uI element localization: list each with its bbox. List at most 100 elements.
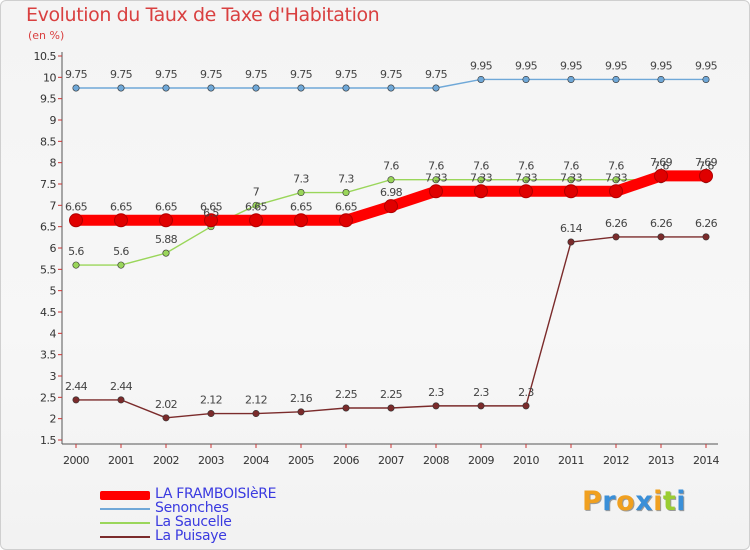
y-tick-label: 2 — [50, 413, 57, 426]
data-point-la-framboisi-re — [474, 184, 488, 199]
y-tick-label: 3 — [50, 370, 57, 383]
data-point-la-framboisi-re — [294, 213, 308, 228]
data-label-la-saucelle: 7.6 — [428, 160, 444, 173]
data-point-la-framboisi-re — [114, 213, 128, 228]
x-tick-label: 2002 — [153, 454, 179, 467]
data-label-la-framboisi-re: 7.33 — [560, 171, 583, 184]
data-label-senonches: 9.75 — [65, 68, 88, 81]
data-point-senonches — [162, 84, 170, 92]
y-tick-label: 6 — [50, 242, 57, 255]
data-label-la-puisaye: 6.26 — [605, 217, 628, 230]
x-tick-label: 2000 — [63, 454, 89, 467]
data-point-la-puisaye — [657, 233, 665, 241]
data-point-la-puisaye — [162, 414, 170, 422]
y-tick-label: 10.5 — [34, 50, 57, 63]
data-label-la-puisaye: 6.26 — [695, 217, 718, 230]
data-label-la-saucelle: 7.3 — [293, 173, 309, 186]
data-label-la-saucelle: 7.6 — [383, 160, 399, 173]
data-label-senonches: 9.75 — [290, 68, 313, 81]
data-point-la-framboisi-re — [429, 184, 443, 199]
legend-label: LA FRAMBOISIèRE — [155, 486, 277, 502]
data-point-la-saucelle — [522, 176, 530, 184]
y-tick-label: 1.5 — [40, 434, 56, 447]
data-label-la-saucelle: 7.6 — [698, 160, 714, 173]
y-tick-label: 2.5 — [40, 391, 56, 404]
y-tick-label: 4.5 — [40, 306, 56, 319]
legend-swatch — [100, 508, 150, 510]
data-point-la-saucelle — [432, 176, 440, 184]
data-point-la-framboisi-re — [159, 213, 173, 228]
data-point-la-puisaye — [207, 410, 215, 418]
data-label-la-framboisi-re: 6.65 — [65, 200, 88, 213]
data-label-senonches: 9.95 — [605, 59, 628, 72]
data-point-la-framboisi-re — [384, 199, 398, 214]
data-label-senonches: 9.95 — [560, 59, 583, 72]
legend-swatch — [100, 536, 150, 538]
legend-swatch — [100, 522, 150, 524]
data-point-la-saucelle — [387, 176, 395, 184]
x-tick-label: 2011 — [558, 454, 584, 467]
data-label-la-saucelle: 5.6 — [113, 245, 129, 258]
data-point-senonches — [477, 75, 485, 83]
x-tick-label: 2004 — [243, 454, 269, 467]
y-tick-label: 4 — [50, 327, 57, 340]
data-point-la-framboisi-re — [249, 213, 263, 228]
data-label-la-puisaye: 2.3 — [428, 386, 444, 399]
data-label-la-puisaye: 6.14 — [560, 222, 583, 235]
data-point-la-saucelle — [612, 176, 620, 184]
data-label-la-puisaye: 2.25 — [380, 388, 403, 401]
data-label-senonches: 9.95 — [515, 59, 538, 72]
x-tick-label: 2006 — [333, 454, 359, 467]
data-point-la-puisaye — [612, 233, 620, 241]
legend-label: La Saucelle — [155, 514, 232, 530]
data-label-la-framboisi-re: 6.65 — [335, 200, 358, 213]
data-label-senonches: 9.75 — [245, 68, 268, 81]
data-point-la-framboisi-re — [519, 184, 533, 199]
data-label-la-puisaye: 2.12 — [200, 394, 222, 407]
data-point-senonches — [297, 84, 305, 92]
data-point-la-puisaye — [117, 396, 125, 404]
data-point-la-framboisi-re — [654, 168, 668, 183]
data-point-la-saucelle — [117, 261, 125, 269]
x-tick-label: 2001 — [108, 454, 134, 467]
y-tick-label: 9 — [50, 114, 57, 127]
data-label-la-saucelle: 5.88 — [155, 233, 178, 246]
data-label-la-saucelle: 7 — [253, 185, 260, 198]
legend-label: La Puisaye — [155, 528, 227, 544]
data-point-la-puisaye — [387, 404, 395, 412]
data-label-la-framboisi-re: 6.65 — [290, 200, 313, 213]
data-point-la-puisaye — [477, 402, 485, 410]
data-label-senonches: 9.75 — [200, 68, 223, 81]
data-label-la-framboisi-re: 7.33 — [470, 171, 493, 184]
data-label-senonches: 9.95 — [470, 59, 493, 72]
data-point-senonches — [522, 75, 530, 83]
y-tick-label: 6.5 — [40, 221, 56, 234]
data-label-la-framboisi-re: 6.65 — [200, 200, 223, 213]
x-tick-label: 2012 — [603, 454, 629, 467]
y-tick-label: 5.5 — [40, 263, 56, 276]
data-point-senonches — [657, 75, 665, 83]
proxiti-logo: Proxiti — [582, 486, 687, 517]
y-tick-label: 10 — [43, 71, 56, 84]
x-tick-label: 2009 — [468, 454, 494, 467]
data-point-senonches — [432, 84, 440, 92]
data-point-senonches — [342, 84, 350, 92]
data-point-la-puisaye — [297, 408, 305, 416]
x-tick-label: 2008 — [423, 454, 449, 467]
data-label-la-puisaye: 2.12 — [245, 394, 267, 407]
data-point-la-saucelle — [162, 249, 170, 257]
y-tick-label: 5 — [50, 285, 57, 298]
data-label-la-saucelle: 7.3 — [338, 173, 354, 186]
data-label-senonches: 9.95 — [650, 59, 673, 72]
legend-swatch — [100, 491, 150, 500]
legend-label: Senonches — [155, 500, 229, 516]
data-label-senonches: 9.75 — [380, 68, 403, 81]
data-label-la-puisaye: 2.3 — [518, 386, 534, 399]
x-tick-label: 2003 — [198, 454, 224, 467]
data-point-la-saucelle — [72, 261, 80, 269]
data-label-la-saucelle: 7.6 — [608, 160, 624, 173]
data-point-senonches — [252, 84, 260, 92]
data-label-la-puisaye: 2.25 — [335, 388, 358, 401]
